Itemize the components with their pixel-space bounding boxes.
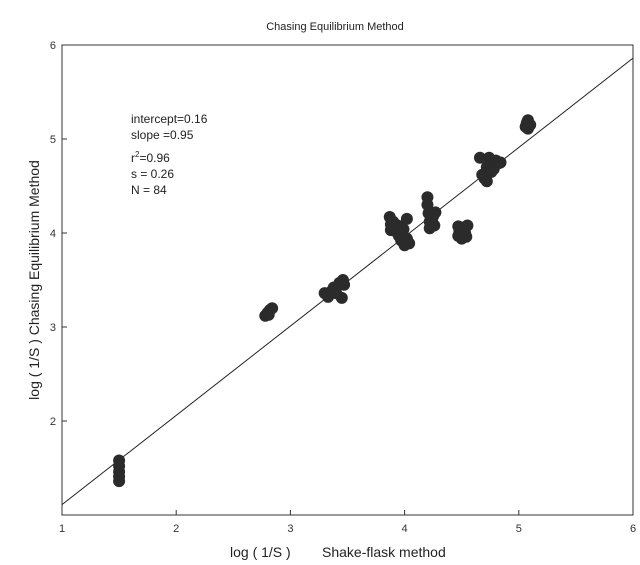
data-point <box>397 223 410 236</box>
y-tick-label: 3 <box>50 322 56 334</box>
y-tick-label: 5 <box>50 134 56 146</box>
std-error-annotation: s = 0.26 <box>131 167 174 181</box>
data-point <box>460 230 473 243</box>
data-point <box>335 291 348 304</box>
data-point <box>473 151 486 164</box>
x-axis-label-part2: Shake-flask method <box>322 544 446 560</box>
x-tick-label: 5 <box>516 523 522 535</box>
data-point <box>524 118 537 131</box>
data-point <box>388 221 401 234</box>
data-point <box>113 475 126 488</box>
plot-frame <box>61 44 634 516</box>
x-tick-label: 1 <box>59 523 65 535</box>
data-point <box>262 308 275 321</box>
x-tick-label: 2 <box>173 523 179 535</box>
x-axis-label-part1: log ( 1/S ) <box>230 544 291 560</box>
data-point <box>403 237 416 250</box>
data-point <box>461 219 474 232</box>
y-tick-label: 2 <box>50 416 56 428</box>
sample-count-annotation: N = 84 <box>131 183 167 197</box>
y-axis-ticks: 2 3 4 5 6 <box>50 40 67 428</box>
intercept-annotation: intercept=0.16 <box>131 112 208 126</box>
regression-stats: intercept=0.16 slope =0.95 r2=0.96 s = 0… <box>131 112 208 197</box>
data-point <box>494 156 507 169</box>
r-squared-annotation: r2=0.96 <box>131 150 170 165</box>
r-squared-superscript: 2 <box>135 150 140 159</box>
x-tick-label: 4 <box>402 523 408 535</box>
y-axis-label: log ( 1/S ) Chasing Equilibrium Method <box>26 160 42 400</box>
r-squared-symbol: r <box>131 151 135 165</box>
data-point <box>400 212 413 225</box>
y-tick-label: 6 <box>50 40 56 52</box>
data-point <box>480 175 493 188</box>
data-point <box>336 274 349 286</box>
slope-annotation: slope =0.95 <box>131 128 194 142</box>
data-point <box>426 213 439 226</box>
y-tick-label: 4 <box>50 228 56 240</box>
x-tick-label: 6 <box>630 523 636 535</box>
data-points <box>113 114 537 488</box>
data-point <box>485 165 498 178</box>
x-tick-label: 3 <box>287 523 293 535</box>
chart-title: Chasing Equilibrium Method <box>266 21 404 33</box>
r-squared-value: =0.96 <box>139 151 170 165</box>
x-axis-ticks: 1 2 3 4 5 6 <box>59 510 636 535</box>
